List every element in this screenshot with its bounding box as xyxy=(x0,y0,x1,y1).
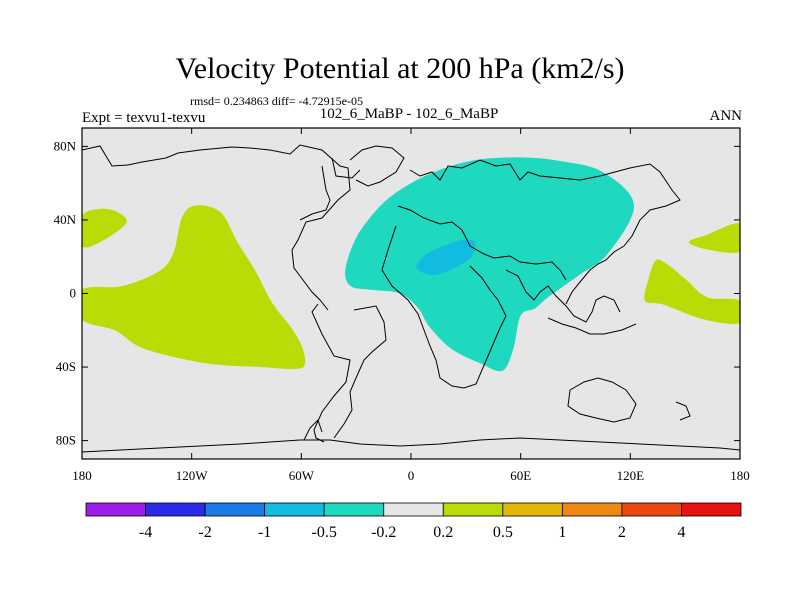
colorbar-label: 2 xyxy=(618,524,626,541)
colorbar-label: -2 xyxy=(198,524,211,541)
x-tick-label: 60E xyxy=(510,468,531,483)
coastline-new-zealand xyxy=(675,401,691,421)
coastline-mediterranean-middle-east xyxy=(397,205,567,281)
colorbar-box xyxy=(502,502,563,517)
x-tick-label: 120W xyxy=(176,468,209,483)
positive-anomaly-western-pacific xyxy=(644,259,740,325)
colorbar-box xyxy=(323,502,385,517)
season-label: ANN xyxy=(709,108,743,124)
experiment-label: Expt = texvu1-texvu xyxy=(82,110,206,126)
x-tick-label: 180 xyxy=(72,468,92,483)
positive-anomaly-east-edge xyxy=(688,223,740,253)
coastline-australia xyxy=(567,377,637,423)
coastline-india-southeast-asia xyxy=(505,269,621,323)
colorbar-box xyxy=(442,502,504,517)
colorbar-box xyxy=(561,502,623,517)
y-tick-label: 80N xyxy=(54,138,77,153)
y-tick-label: 0 xyxy=(70,286,77,301)
colorbar-label: -1 xyxy=(258,524,271,541)
coastline-outlines xyxy=(82,144,740,453)
colorbar-label: -0.2 xyxy=(371,524,396,541)
rmsd-diff-stats: rmsd= 0.234863 diff= -4.72915e-05 xyxy=(190,94,363,108)
y-tick-label: 80S xyxy=(56,433,76,448)
x-tick-label: 0 xyxy=(408,468,415,483)
coastline-antarctic-peninsula xyxy=(303,419,323,441)
colorbar-box xyxy=(621,502,682,517)
coastline-canada-labrador xyxy=(299,157,361,221)
colorbar-label: 0.5 xyxy=(493,524,513,541)
colorbar-label: 4 xyxy=(677,524,685,541)
colorbar-box xyxy=(145,502,206,517)
y-tick-label: 40N xyxy=(54,212,77,227)
y-tick-label: 40S xyxy=(56,359,76,374)
colorbar-box xyxy=(383,502,444,517)
x-tick-label: 60W xyxy=(289,468,315,483)
x-tick-label: 120E xyxy=(617,468,645,483)
coastline-indonesia xyxy=(547,317,637,335)
chart-title: Velocity Potential at 200 hPa (km2/s) xyxy=(175,52,625,85)
coastline-greenland xyxy=(349,145,405,187)
colorbar-label: 0.2 xyxy=(433,524,453,541)
coastline-africa xyxy=(381,225,507,389)
coastline-north-america xyxy=(82,144,351,311)
coastline-antarctica xyxy=(82,437,740,453)
colorbar-box xyxy=(85,502,146,517)
positive-anomaly-eastern-pacific xyxy=(82,205,306,370)
colorbar-label: -0.5 xyxy=(312,524,337,541)
case-comparison-label: 102_6_MaBP - 102_6_MaBP xyxy=(319,106,499,122)
colorbar-box xyxy=(204,502,266,517)
colorbar-box xyxy=(264,502,325,517)
x-tick-label: 180 xyxy=(730,468,750,483)
coastline-south-america xyxy=(311,303,387,443)
stronger-negative-core xyxy=(416,239,476,276)
coastline-europe-asia xyxy=(409,159,681,305)
colorbar-box xyxy=(681,502,742,517)
colorbar-label: -4 xyxy=(139,524,152,541)
colorbar-label: 1 xyxy=(558,524,566,541)
positive-anomaly-west-edge xyxy=(82,208,127,248)
negative-anomaly-eastern-hemisphere xyxy=(345,157,635,372)
